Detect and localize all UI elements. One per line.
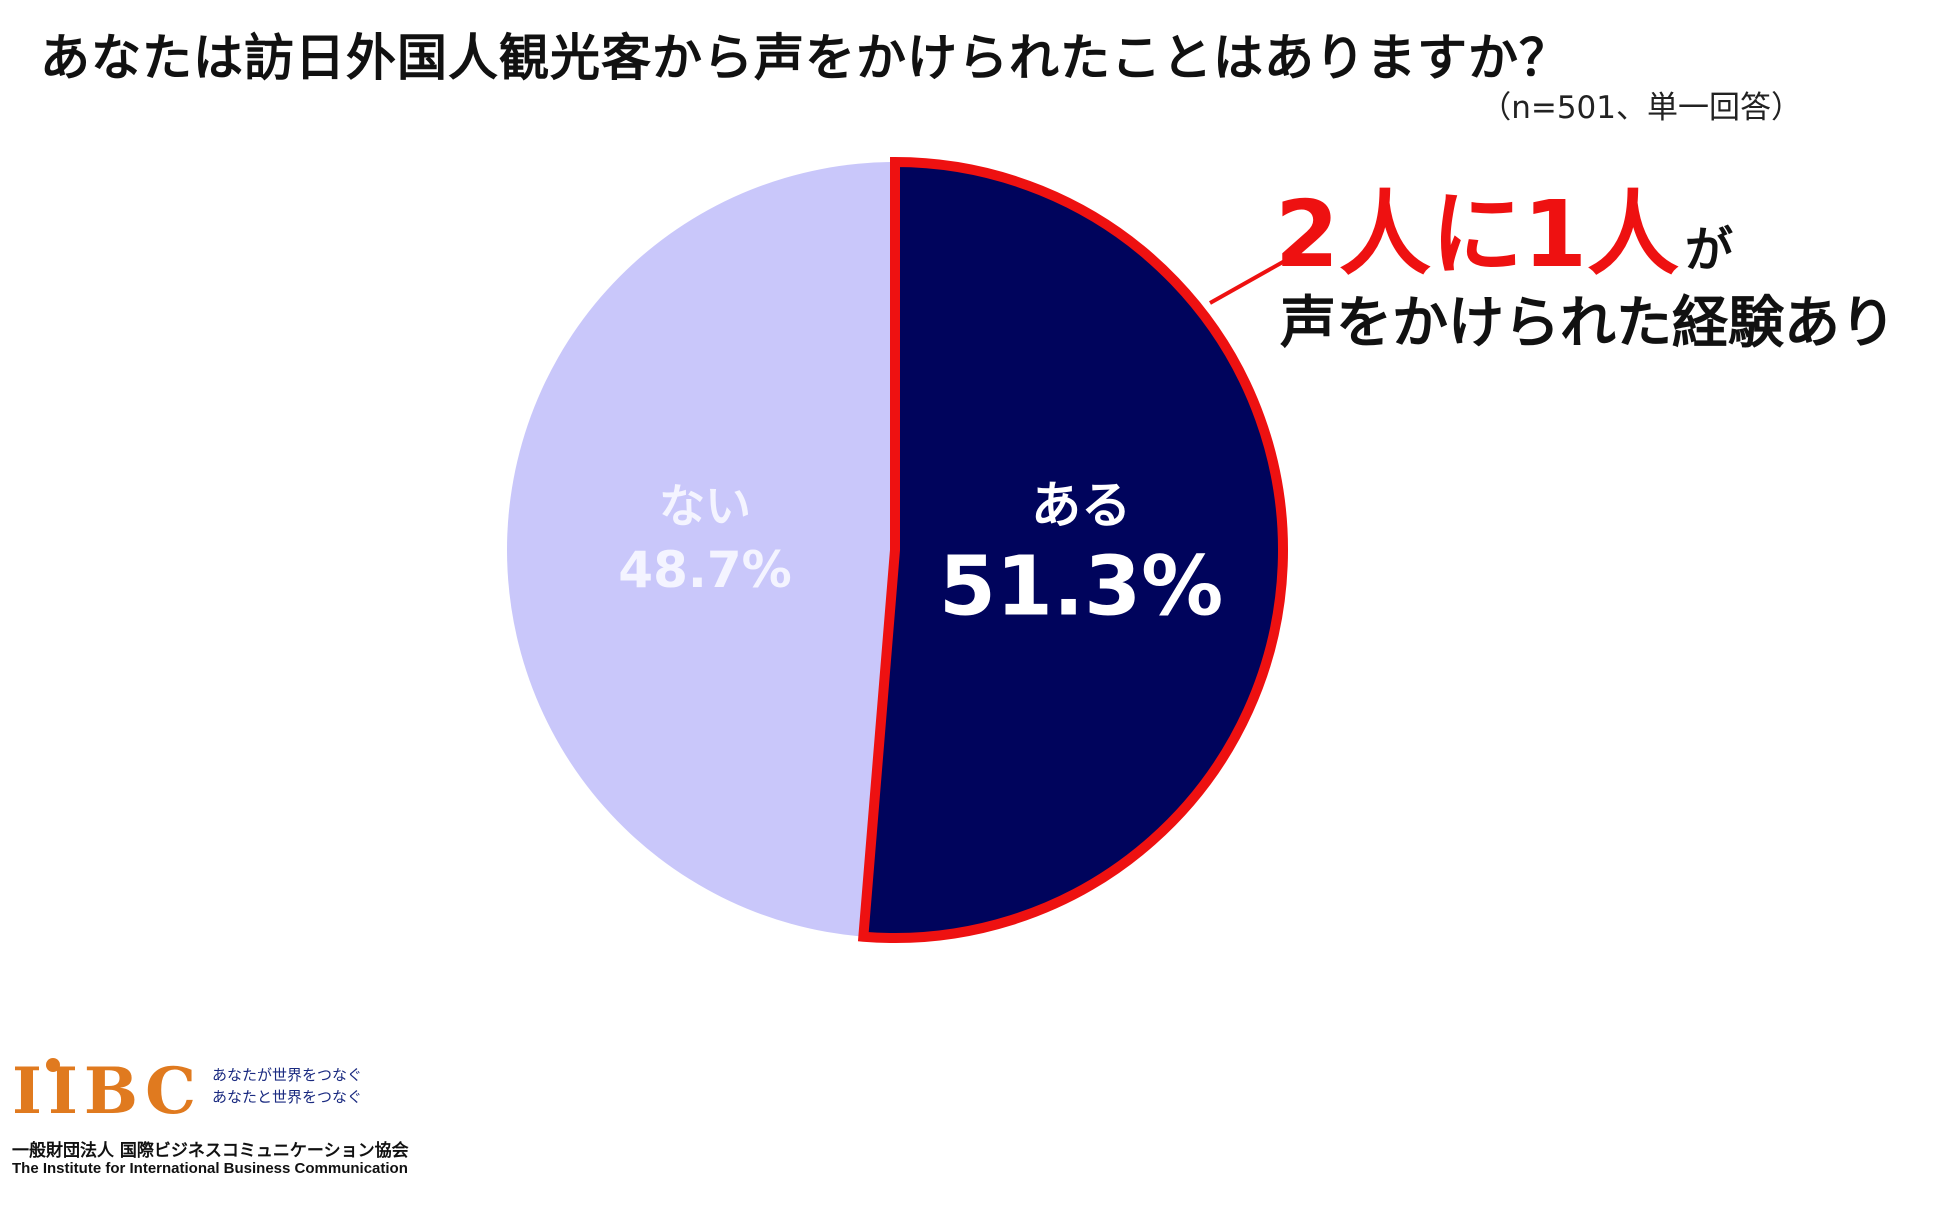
tagline-line-2: あなたと世界をつなぐ — [212, 1088, 363, 1106]
iibc-logo: IIBC あなたが世界をつなぐ あなたと世界をつなぐ — [12, 1054, 362, 1129]
logo-tagline: あなたが世界をつなぐ あなたと世界をつなぐ — [212, 1064, 362, 1108]
slice-label-aru: ある — [1031, 477, 1131, 535]
pie-slice-aru — [857, 156, 1288, 943]
callout-subtext: 声をかけられた経験あり — [1280, 291, 1896, 356]
slice-label-nai: ない — [659, 479, 751, 533]
callout-headline: 2人に1人が — [1275, 160, 1733, 293]
slice-value-nai: 48.7% — [618, 541, 791, 599]
logo-mark: IIBC — [12, 1054, 203, 1129]
org-name-english: The Institute for International Business… — [12, 1160, 408, 1177]
org-name-japanese: 一般財団法人 国際ビジネスコミュニケーション協会 — [12, 1141, 409, 1161]
slice-value-aru: 51.3% — [939, 540, 1223, 635]
callout-leader-line — [1209, 256, 1291, 305]
callout-main-text: 2人に1人 — [1275, 181, 1680, 288]
sample-note: （n=501、単一回答） — [1480, 90, 1802, 126]
chart-title: あなたは訪日外国人観光客から声をかけられたことはありますか？ — [40, 29, 1570, 87]
logo-dot-icon — [46, 1058, 60, 1072]
tagline-line-1: あなたが世界をつなぐ — [212, 1066, 363, 1084]
pie-slice-nai — [507, 162, 895, 937]
callout-suffix-text: が — [1685, 222, 1734, 278]
